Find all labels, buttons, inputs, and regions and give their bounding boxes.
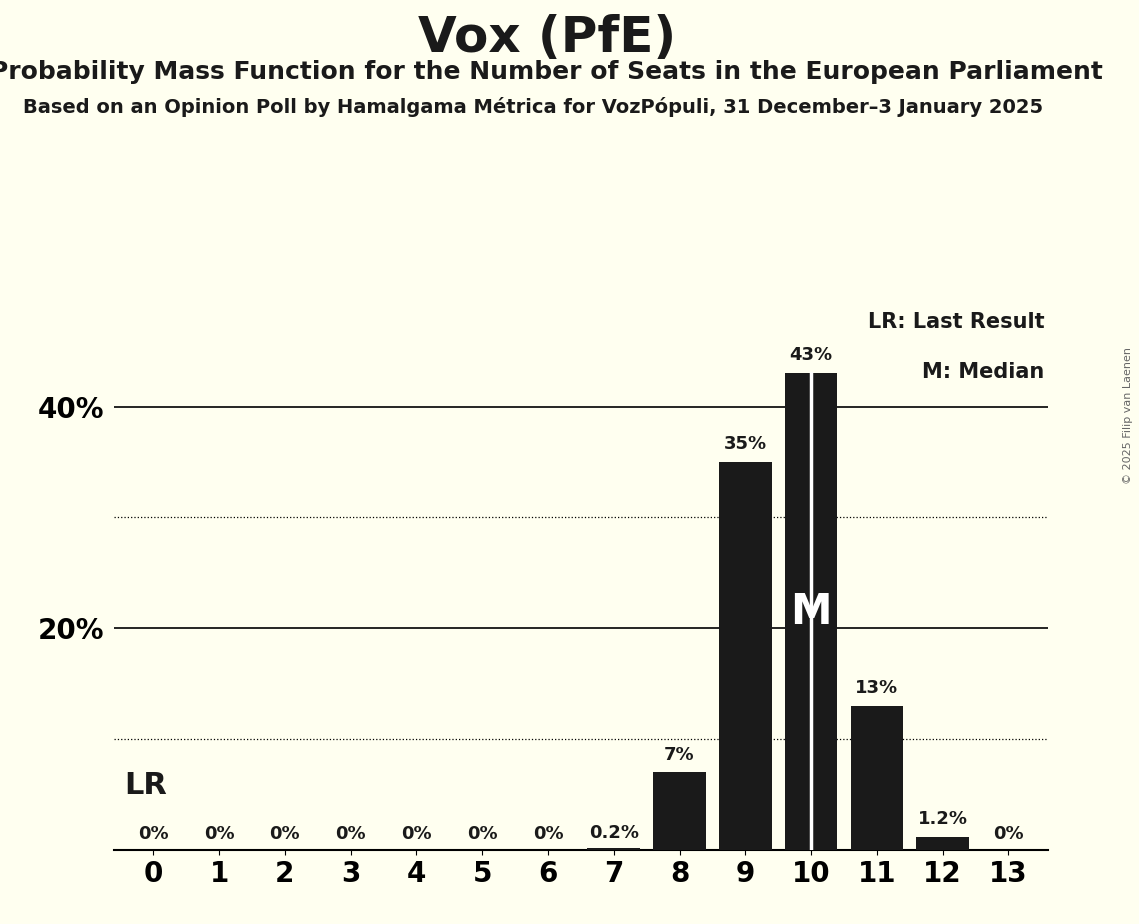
Text: 43%: 43% xyxy=(789,346,833,364)
Text: 13%: 13% xyxy=(855,679,899,697)
Bar xyxy=(917,837,969,850)
Text: LR: Last Result: LR: Last Result xyxy=(868,312,1044,333)
Text: Probability Mass Function for the Number of Seats in the European Parliament: Probability Mass Function for the Number… xyxy=(0,60,1104,84)
Text: 0%: 0% xyxy=(401,825,432,844)
Text: 35%: 35% xyxy=(723,435,767,453)
Bar xyxy=(719,462,771,850)
Text: 0.2%: 0.2% xyxy=(589,824,639,843)
Text: Vox (PfE): Vox (PfE) xyxy=(418,14,675,62)
Text: 1.2%: 1.2% xyxy=(918,810,968,828)
Bar xyxy=(851,706,903,850)
Text: 0%: 0% xyxy=(204,825,235,844)
Text: 7%: 7% xyxy=(664,746,695,763)
Text: M: Median: M: Median xyxy=(923,362,1044,383)
Bar xyxy=(588,848,640,850)
Text: 0%: 0% xyxy=(270,825,301,844)
Text: M: M xyxy=(790,590,831,633)
Text: LR: LR xyxy=(124,772,166,800)
Text: 0%: 0% xyxy=(335,825,366,844)
Text: 0%: 0% xyxy=(138,825,169,844)
Text: 0%: 0% xyxy=(467,825,498,844)
Text: 0%: 0% xyxy=(993,825,1024,844)
Text: © 2025 Filip van Laenen: © 2025 Filip van Laenen xyxy=(1123,347,1133,484)
Text: Based on an Opinion Poll by Hamalgama Métrica for VozPópuli, 31 December–3 Janua: Based on an Opinion Poll by Hamalgama Mé… xyxy=(23,97,1043,117)
Text: 0%: 0% xyxy=(533,825,564,844)
Bar xyxy=(654,772,706,850)
Bar xyxy=(785,373,837,850)
